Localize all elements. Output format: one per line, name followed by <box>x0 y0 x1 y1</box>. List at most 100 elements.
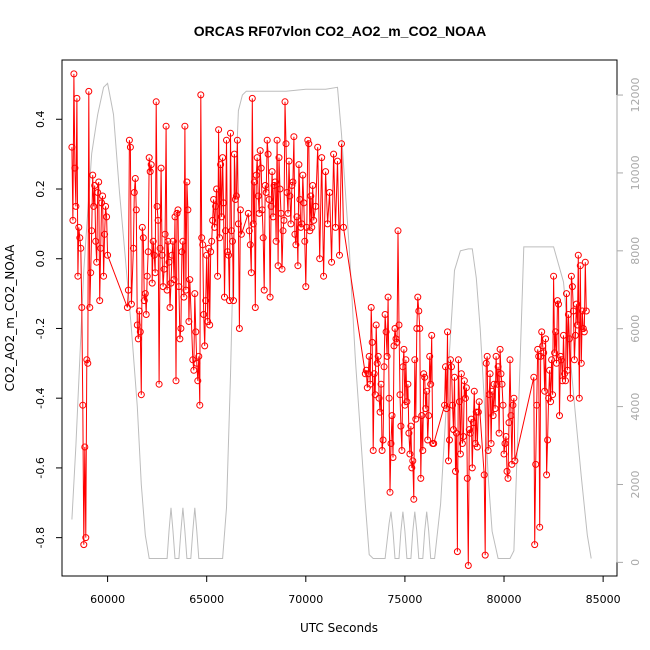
data-point <box>396 391 404 399</box>
data-point <box>217 161 225 169</box>
data-point <box>199 241 207 249</box>
data-point <box>393 338 401 346</box>
data-point <box>388 412 396 420</box>
data-point <box>75 223 83 231</box>
data-point <box>490 380 498 388</box>
data-point <box>144 248 152 256</box>
data-point <box>411 356 419 364</box>
data-point <box>475 398 483 406</box>
data-point <box>155 380 163 388</box>
data-point <box>308 223 316 231</box>
data-point <box>318 154 326 162</box>
data-point <box>226 297 233 305</box>
data-point <box>99 192 107 200</box>
data-point <box>161 230 169 238</box>
data-point <box>208 237 216 245</box>
data-point <box>220 199 227 207</box>
data-point <box>159 283 167 291</box>
data-point <box>174 206 182 214</box>
y2-tick-label: 0 <box>629 559 642 566</box>
data-point <box>233 136 241 144</box>
data-point <box>69 216 77 224</box>
data-point <box>171 213 179 221</box>
data-point <box>473 443 481 451</box>
data-point <box>131 175 139 182</box>
data-point <box>102 202 110 210</box>
data-point <box>469 419 477 427</box>
data-point <box>136 328 144 336</box>
data-point <box>207 248 215 256</box>
data-point <box>72 202 80 210</box>
data-point <box>416 325 424 332</box>
data-point <box>468 464 476 472</box>
data-point <box>421 373 429 381</box>
data-point <box>550 272 558 280</box>
y2-tick-label: 2000 <box>629 471 642 499</box>
data-point <box>573 321 581 329</box>
data-point <box>185 318 193 325</box>
data-point <box>172 377 180 385</box>
data-point <box>386 488 394 496</box>
primary-series <box>68 70 590 569</box>
data-point <box>273 136 281 144</box>
data-point <box>492 352 500 360</box>
data-point <box>578 307 586 315</box>
data-point <box>546 366 554 374</box>
data-point <box>577 359 585 367</box>
data-point <box>178 248 186 256</box>
data-point <box>194 377 202 385</box>
data-point <box>371 391 379 399</box>
data-point <box>137 391 145 399</box>
data-point <box>463 474 471 482</box>
data-point <box>190 366 198 374</box>
data-point <box>93 258 101 266</box>
data-point <box>247 269 255 277</box>
data-point <box>499 401 507 409</box>
data-point <box>231 196 239 203</box>
data-point <box>189 356 197 364</box>
data-point <box>403 398 411 406</box>
data-point <box>244 209 252 217</box>
data-point <box>310 216 318 224</box>
data-point <box>579 325 587 332</box>
data-point <box>383 352 391 360</box>
data-point <box>296 196 304 203</box>
data-point <box>268 168 276 176</box>
data-point <box>195 352 203 360</box>
x-axis-label: UTC Seconds <box>300 621 378 635</box>
data-point <box>457 370 465 378</box>
data-point <box>265 196 273 203</box>
data-point <box>493 380 501 388</box>
data-point <box>382 328 390 336</box>
data-point <box>272 237 280 245</box>
data-point <box>196 401 204 409</box>
data-point <box>152 98 160 106</box>
data-point <box>197 91 205 99</box>
data-point <box>92 237 100 245</box>
data-point <box>369 447 377 454</box>
data-point <box>560 331 567 339</box>
data-point <box>372 321 380 329</box>
data-point <box>224 248 231 256</box>
data-point <box>569 307 577 315</box>
data-point <box>574 251 582 259</box>
data-point <box>556 412 563 420</box>
data-point <box>482 359 490 367</box>
x-tick-label: 65000 <box>189 593 224 606</box>
data-point <box>414 293 422 301</box>
data-point <box>203 251 211 259</box>
data-point <box>261 182 269 189</box>
data-point <box>264 150 272 158</box>
data-point <box>491 405 499 413</box>
data-point <box>464 562 472 569</box>
data-point <box>422 405 430 413</box>
data-point <box>563 290 570 298</box>
data-point <box>552 328 560 336</box>
data-point <box>395 321 403 329</box>
data-point <box>551 349 559 357</box>
data-point <box>184 206 192 214</box>
data-point <box>94 189 102 196</box>
data-point <box>126 143 134 151</box>
plot-frame <box>61 59 618 577</box>
data-point <box>149 237 157 245</box>
